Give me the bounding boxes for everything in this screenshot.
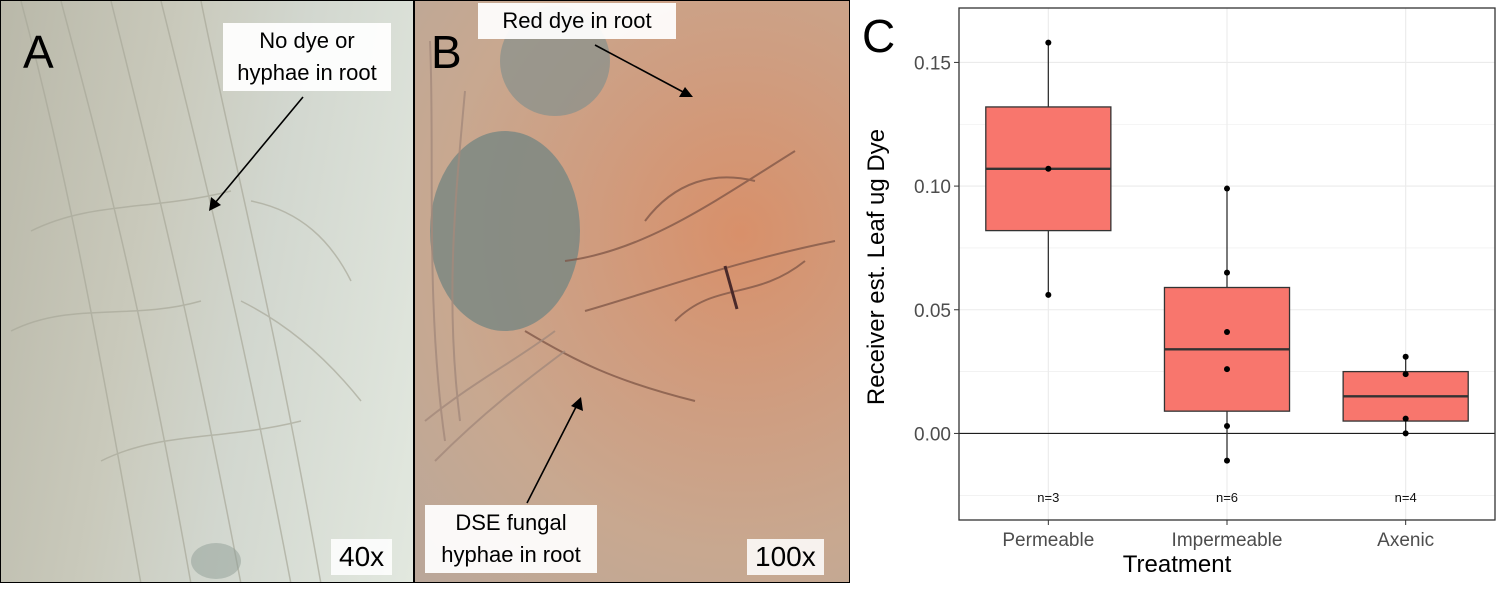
micrograph-panel-a: A No dye or hyphae in root 40x (0, 0, 414, 583)
data-point (1224, 329, 1230, 336)
data-point (1402, 430, 1409, 437)
plot-border (958, 7, 1496, 521)
y-axis-title: Receiver est. Leaf ug Dye (863, 129, 890, 405)
x-tick-label: Impermeable (1172, 530, 1283, 551)
data-point (1045, 165, 1052, 172)
panel-a-letter: A (23, 26, 54, 78)
panel-b-callout-bottom: DSE fungal hyphae in root (425, 505, 597, 573)
marks-layer: n=3 n=6 n=4 (985, 39, 1469, 505)
n-label: n=3 (1037, 490, 1059, 505)
panel-b-callout-top: Red dye in root (478, 3, 676, 39)
x-tick-label: Permeable (1002, 530, 1094, 551)
panel-c-letter: C (862, 10, 895, 62)
x-axis-title: Treatment (1123, 551, 1232, 578)
data-point (1402, 353, 1409, 360)
data-point (1224, 269, 1230, 276)
data-point (1224, 185, 1230, 192)
panel-b-arrows (526, 44, 693, 504)
axis-layer: Permeable Impermeable Axenic 0.00 0.05 0.10 0.… (863, 7, 1496, 578)
data-point (1045, 291, 1052, 298)
data-point (1224, 366, 1230, 373)
data-point (1402, 415, 1409, 422)
data-point (1224, 423, 1230, 430)
data-point (1402, 371, 1409, 378)
data-point (1045, 39, 1052, 46)
n-label: n=4 (1395, 490, 1417, 505)
panel-a-magnification: 40x (331, 539, 393, 575)
y-tick-label: 0.05 (914, 301, 951, 322)
data-point (1224, 457, 1230, 464)
panel-a-arrow (209, 96, 304, 211)
x-tick-label: Axenic (1377, 530, 1434, 551)
micrograph-panel-b: B Red dye in root DSE fungal hyphae in r… (414, 0, 850, 583)
panel-a-callout: No dye or hyphae in root (223, 23, 391, 91)
y-tick-label: 0.15 (914, 53, 951, 74)
panel-b-letter: B (431, 26, 462, 78)
box-plot-svg: n=3 n=6 n=4 Permeable Impermeable Axenic 0.00… (862, 7, 1496, 578)
n-label: n=6 (1216, 490, 1238, 505)
y-tick-label: 0.10 (914, 177, 951, 198)
root-texture-a (10, 1, 362, 582)
panel-b-magnification: 100x (747, 539, 824, 575)
box-plot-panel-c: n=3 n=6 n=4 Permeable Impermeable Axenic 0.00… (850, 0, 1498, 590)
y-tick-label: 0.00 (914, 424, 951, 445)
